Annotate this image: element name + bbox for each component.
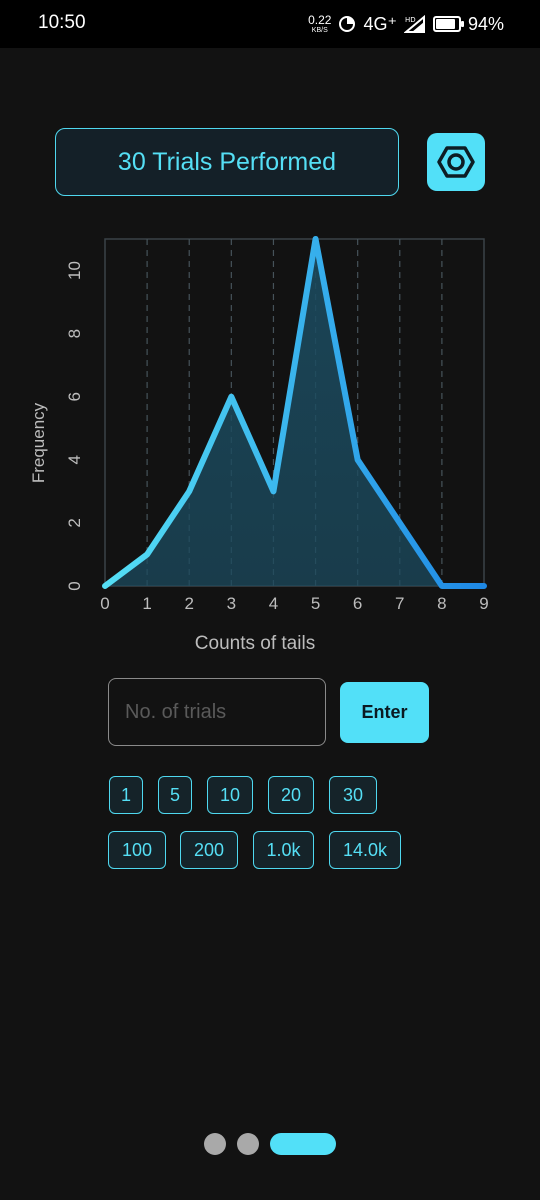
signal-hd-icon: HD — [403, 14, 425, 33]
x-tick-label: 8 — [437, 594, 446, 613]
x-tick-label: 4 — [269, 594, 278, 613]
x-tick-label: 5 — [311, 594, 320, 613]
page-indicator-3-active[interactable] — [270, 1133, 336, 1155]
preset-chip-30[interactable]: 30 — [329, 776, 377, 814]
y-axis-label: Frequency — [29, 402, 48, 483]
frequency-line — [102, 236, 487, 589]
preset-chip-200[interactable]: 200 — [180, 831, 238, 869]
hexagon-nut-icon — [437, 146, 475, 178]
network-speed: 0.22 KB/S — [308, 14, 331, 34]
battery-percent: 94% — [467, 13, 504, 34]
trials-performed-banner: 30 Trials Performed — [55, 128, 399, 196]
frequency-area — [105, 239, 484, 586]
status-time: 10:50 — [38, 12, 86, 33]
network-type: 4G⁺ — [363, 13, 397, 34]
y-axis-ticks: 0 2 4 6 8 10 — [65, 261, 84, 591]
network-speed-value: 0.22 — [308, 13, 332, 27]
y-tick-label: 2 — [65, 518, 84, 527]
x-tick-label: 1 — [142, 594, 151, 613]
trials-input[interactable] — [108, 678, 326, 746]
preset-chip-1k[interactable]: 1.0k — [253, 831, 314, 869]
network-speed-unit: KB/S — [311, 27, 328, 34]
y-tick-label: 6 — [65, 392, 84, 401]
battery-fill — [435, 19, 455, 29]
enter-button[interactable]: Enter — [340, 682, 429, 743]
preset-chip-1[interactable]: 1 — [109, 776, 143, 814]
y-tick-label: 4 — [65, 455, 84, 464]
tails-frequency-chart: 0 1 2 3 4 5 6 7 8 9 0 2 4 6 8 10 Counts of tails Frequ… — [29, 236, 489, 654]
hd-label: HD — [405, 16, 416, 24]
x-tick-label: 3 — [227, 594, 236, 613]
page-indicator-2[interactable] — [237, 1133, 259, 1155]
x-axis-ticks: 0 1 2 3 4 5 6 7 8 9 — [100, 594, 488, 613]
x-tick-label: 6 — [353, 594, 362, 613]
status-icons: 0.22 KB/S 4G⁺ HD 94% — [308, 10, 504, 38]
y-tick-label: 0 — [65, 581, 84, 590]
y-tick-label: 10 — [65, 261, 84, 280]
x-tick-label: 0 — [100, 594, 109, 613]
preset-chip-5[interactable]: 5 — [158, 776, 192, 814]
preset-chip-10[interactable]: 10 — [207, 776, 253, 814]
x-tick-label: 2 — [184, 594, 193, 613]
x-tick-label: 9 — [479, 594, 488, 613]
x-axis-label: Counts of tails — [195, 633, 315, 654]
status-bar: 10:50 0.22 KB/S 4G⁺ HD 94% — [0, 0, 540, 48]
x-tick-label: 7 — [395, 594, 404, 613]
preset-chip-100[interactable]: 100 — [108, 831, 166, 869]
y-tick-label: 8 — [65, 329, 84, 338]
preset-chip-20[interactable]: 20 — [268, 776, 314, 814]
data-saver-icon — [339, 16, 356, 32]
preset-chip-14k[interactable]: 14.0k — [329, 831, 401, 869]
settings-button[interactable] — [427, 133, 485, 191]
page-indicator-1[interactable] — [204, 1133, 226, 1155]
battery-icon — [432, 16, 464, 32]
